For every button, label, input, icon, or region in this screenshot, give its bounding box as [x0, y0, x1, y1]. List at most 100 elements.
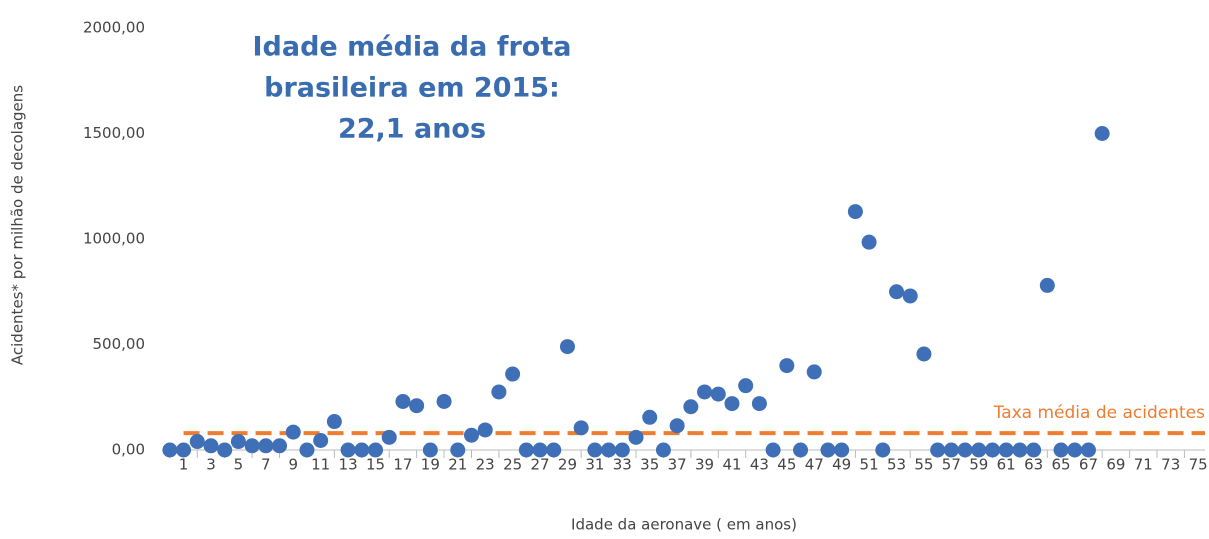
x-tick-label: 57 — [942, 456, 961, 474]
x-tick-label: 15 — [366, 456, 385, 474]
point — [162, 442, 178, 458]
point — [189, 434, 205, 450]
point — [477, 422, 493, 438]
x-axis-title: Idade da aeronave ( em anos) — [571, 516, 797, 534]
point — [505, 366, 521, 382]
point — [326, 414, 342, 430]
point — [368, 442, 384, 458]
x-tick-label: 59 — [969, 456, 988, 474]
point — [532, 442, 548, 458]
point — [751, 396, 767, 412]
y-tick-label: 500,00 — [93, 335, 146, 353]
x-tick-label: 65 — [1051, 456, 1070, 474]
x-tick-label: 51 — [860, 456, 879, 474]
x-tick-label: 17 — [393, 456, 412, 474]
point — [875, 442, 891, 458]
annotation: brasileira em 2015: — [264, 73, 560, 104]
point — [916, 346, 932, 362]
point — [203, 438, 219, 454]
point — [450, 442, 466, 458]
x-tick-label: 67 — [1079, 456, 1098, 474]
x-tick-label: 9 — [288, 456, 298, 474]
x-tick-label: 71 — [1134, 456, 1153, 474]
point — [765, 442, 781, 458]
point — [1026, 442, 1042, 458]
x-tick-label: 53 — [887, 456, 906, 474]
point — [710, 386, 726, 402]
point — [299, 442, 315, 458]
x-tick-label: 3 — [206, 456, 216, 474]
x-tick-label: 25 — [503, 456, 522, 474]
point — [957, 442, 973, 458]
x-tick-label: 21 — [448, 456, 467, 474]
point — [601, 442, 617, 458]
x-tick-label: 41 — [722, 456, 741, 474]
point — [587, 442, 603, 458]
point — [313, 433, 329, 449]
point — [930, 442, 946, 458]
x-tick-label: 19 — [421, 456, 440, 474]
point — [779, 358, 795, 374]
point — [1053, 442, 1069, 458]
point — [176, 442, 192, 458]
x-tick-label: 73 — [1161, 456, 1180, 474]
point — [793, 442, 809, 458]
point — [683, 399, 699, 415]
x-tick-label: 11 — [311, 456, 330, 474]
point — [272, 438, 288, 454]
x-tick-label: 75 — [1189, 456, 1208, 474]
x-tick-label: 35 — [640, 456, 659, 474]
point — [628, 429, 644, 445]
point — [1067, 442, 1083, 458]
point — [655, 442, 671, 458]
point — [861, 234, 877, 250]
point — [381, 429, 397, 445]
point — [546, 442, 562, 458]
x-tick-label: 7 — [261, 456, 271, 474]
y-tick-label: 1500,00 — [83, 124, 145, 142]
point — [642, 409, 658, 425]
annotation: Idade média da frota — [253, 32, 572, 63]
point — [971, 442, 987, 458]
point — [395, 393, 411, 409]
y-axis-title: Acidentes* por milhão de decolagens — [9, 85, 27, 365]
point — [724, 396, 740, 412]
x-tick-label: 47 — [805, 456, 824, 474]
point — [984, 442, 1000, 458]
point — [806, 364, 822, 380]
x-tick-label: 33 — [613, 456, 632, 474]
point — [834, 442, 850, 458]
x-tick-label: 27 — [530, 456, 549, 474]
point — [244, 438, 260, 454]
point — [409, 398, 425, 414]
x-tick-label: 5 — [234, 456, 244, 474]
point — [669, 418, 685, 434]
x-tick-label: 1 — [179, 456, 189, 474]
point — [230, 434, 246, 450]
y-tick-label: 2000,00 — [83, 19, 145, 37]
point — [847, 204, 863, 220]
x-tick-label: 23 — [476, 456, 495, 474]
point — [820, 442, 836, 458]
point — [463, 427, 479, 443]
point — [998, 442, 1014, 458]
x-tick-label: 49 — [832, 456, 851, 474]
point — [902, 288, 918, 304]
x-tick-label: 39 — [695, 456, 714, 474]
x-tick-label: 45 — [777, 456, 796, 474]
x-tick-label: 13 — [339, 456, 358, 474]
y-tick-label: 0,00 — [112, 441, 145, 459]
point — [614, 442, 630, 458]
point — [1039, 277, 1055, 293]
point — [340, 442, 356, 458]
x-tick-label: 55 — [914, 456, 933, 474]
point — [1094, 126, 1110, 141]
point — [1012, 442, 1028, 458]
point — [436, 393, 452, 409]
x-tick-label: 61 — [997, 456, 1016, 474]
point — [889, 284, 905, 300]
x-tick-label: 29 — [558, 456, 577, 474]
point — [491, 384, 507, 400]
y-tick-label: 1000,00 — [83, 230, 145, 248]
